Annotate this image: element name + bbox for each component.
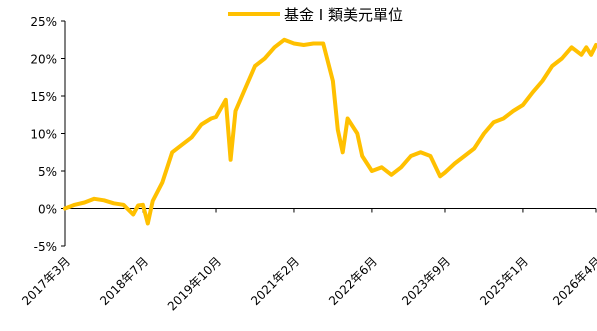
x-tick-label: 2019年10月 (165, 254, 224, 313)
y-tick-label: 20% (30, 53, 57, 67)
y-tick-label: 15% (30, 90, 57, 104)
x-tick-label: 2023年9月 (399, 254, 453, 308)
x-tick-label: 2026年4月 (550, 254, 597, 308)
x-tick-label: 2021年2月 (248, 254, 302, 308)
x-tick-label: 2018年7月 (97, 254, 151, 308)
x-tick-label: 2022年6月 (326, 254, 380, 308)
x-tick-label: 2017年3月 (19, 254, 73, 308)
y-tick-label: 10% (30, 128, 57, 142)
y-axis: -5% 0% 5% 10% 15% 20% 25% (30, 15, 66, 254)
x-axis: 2017年3月 2018年7月 2019年10月 2021年2月 2022年6月 2023… (19, 208, 597, 313)
y-tick-label: 5% (38, 165, 57, 179)
series-layer (63, 37, 597, 226)
x-tick-label: 2025年1月 (477, 254, 531, 308)
legend-label: 基金 I 類美元單位 (284, 6, 403, 24)
y-tick-label: -5% (34, 240, 57, 254)
y-tick-label: 25% (30, 15, 57, 29)
legend: 基金 I 類美元單位 (228, 6, 403, 24)
y-tick-label: 0% (38, 203, 57, 217)
series-line (63, 37, 597, 226)
